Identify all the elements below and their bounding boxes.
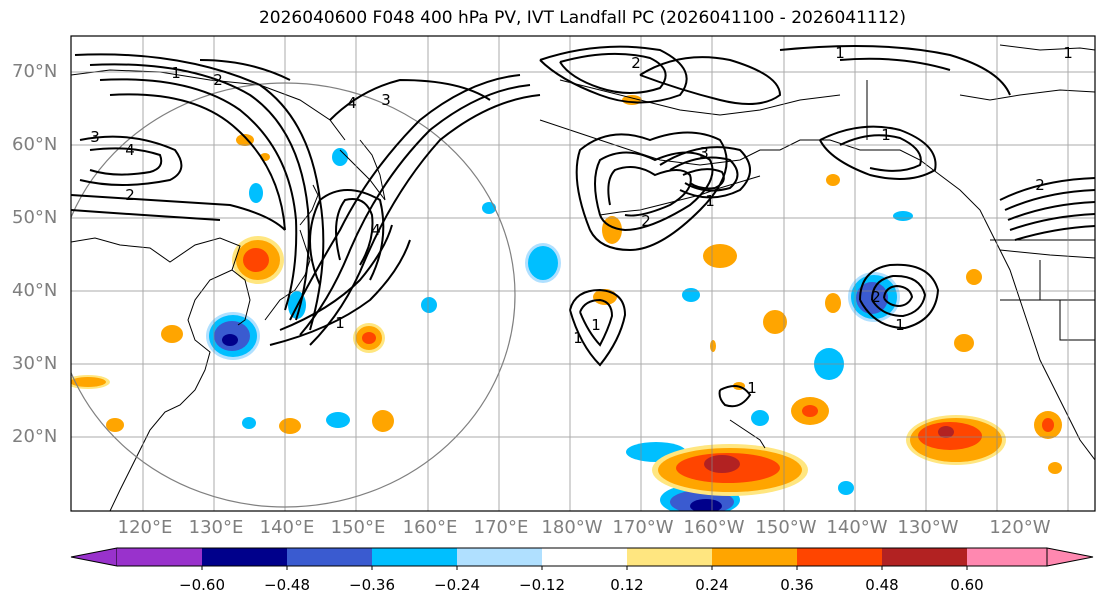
radius-circle <box>71 82 516 508</box>
map-title: 2026040600 F048 400 hPa PV, IVT Landfall… <box>258 8 906 28</box>
contour-label: 2 <box>213 71 223 89</box>
contour-label: 2 <box>871 288 881 306</box>
lon-label: 150°E <box>330 517 386 538</box>
colorbar-segment <box>712 548 797 566</box>
colorbar-tick-label: 0.48 <box>865 576 899 594</box>
lon-label: 130°E <box>188 517 244 538</box>
colorbar-segment <box>202 548 287 566</box>
lon-label: 120°W <box>989 517 1051 538</box>
contour-label: 1 <box>1063 44 1073 62</box>
colorbar-segment <box>457 548 542 566</box>
map-border <box>70 35 1096 512</box>
colorbar-tick-label: 0.24 <box>695 576 729 594</box>
lon-label: 120°E <box>117 517 173 538</box>
colorbar-tick-label: −0.12 <box>519 576 565 594</box>
colorbar-tick-label: −0.24 <box>434 576 480 594</box>
lon-label: 160°E <box>402 517 458 538</box>
lon-label: 150°W <box>755 517 817 538</box>
contour-label: 1 <box>835 44 845 62</box>
contour-label: 2 <box>1035 176 1045 194</box>
contour-label: 1 <box>705 192 715 210</box>
contour-label: 1 <box>573 329 583 347</box>
colorbar-segment <box>627 548 712 566</box>
contour-label: 4 <box>125 141 135 159</box>
lat-label: 30°N <box>12 353 58 374</box>
colorbar <box>70 547 1094 570</box>
colorbar-segment <box>287 548 372 566</box>
colorbar-tick-label: 0.12 <box>610 576 644 594</box>
lon-label: 160°W <box>683 517 745 538</box>
lon-label: 140°E <box>259 517 315 538</box>
lon-label: 170°W <box>612 517 674 538</box>
colorbar-segment <box>372 548 457 566</box>
lon-label: 130°W <box>897 517 959 538</box>
lon-label: 140°W <box>826 517 888 538</box>
lat-label: 50°N <box>12 207 58 228</box>
lat-label: 70°N <box>12 61 58 82</box>
colorbar-extend-high <box>1046 547 1094 567</box>
contour-label: 3 <box>90 128 100 146</box>
colorbar-segment <box>797 548 882 566</box>
colorbar-tick-label: −0.48 <box>264 576 310 594</box>
contour-label: 3 <box>381 91 391 109</box>
lat-label: 40°N <box>12 280 58 301</box>
contour-label: 3 <box>699 144 709 162</box>
colorbar-tick-label: 0.36 <box>780 576 814 594</box>
colorbar-extend-low <box>70 547 118 567</box>
contour-label: 2 <box>641 212 651 230</box>
colorbar-segment <box>542 548 627 566</box>
contour-label: 1 <box>747 379 757 397</box>
lat-label: 60°N <box>12 134 58 155</box>
ivt-contours <box>71 45 1095 408</box>
colorbar-tick-label: −0.60 <box>179 576 225 594</box>
contour-label: 1 <box>171 64 181 82</box>
contour-label: 1 <box>881 126 891 144</box>
lat-label: 20°N <box>12 426 58 447</box>
contour-label: 1 <box>335 314 345 332</box>
colorbar-tick-label: −0.36 <box>349 576 395 594</box>
colorbar-segment <box>967 548 1047 566</box>
colorbar-tick-label: 0.60 <box>950 576 984 594</box>
contour-label-group: 3 4 2 1 2 3 4 4 1 1 1 2 1 3 2 1 1 2 1 1 … <box>90 44 1073 397</box>
contour-label: 2 <box>631 54 641 72</box>
contour-label: 1 <box>591 316 601 334</box>
contour-label: 1 <box>895 316 905 334</box>
contour-label: 2 <box>125 186 135 204</box>
lon-label: 180°W <box>541 517 603 538</box>
colorbar-segment <box>882 548 967 566</box>
colorbar-segment <box>117 548 202 566</box>
contour-label: 4 <box>371 221 381 239</box>
lon-label: 170°E <box>473 517 529 538</box>
contour-label: 4 <box>347 94 357 112</box>
pv-anomaly-shading <box>71 95 1062 511</box>
